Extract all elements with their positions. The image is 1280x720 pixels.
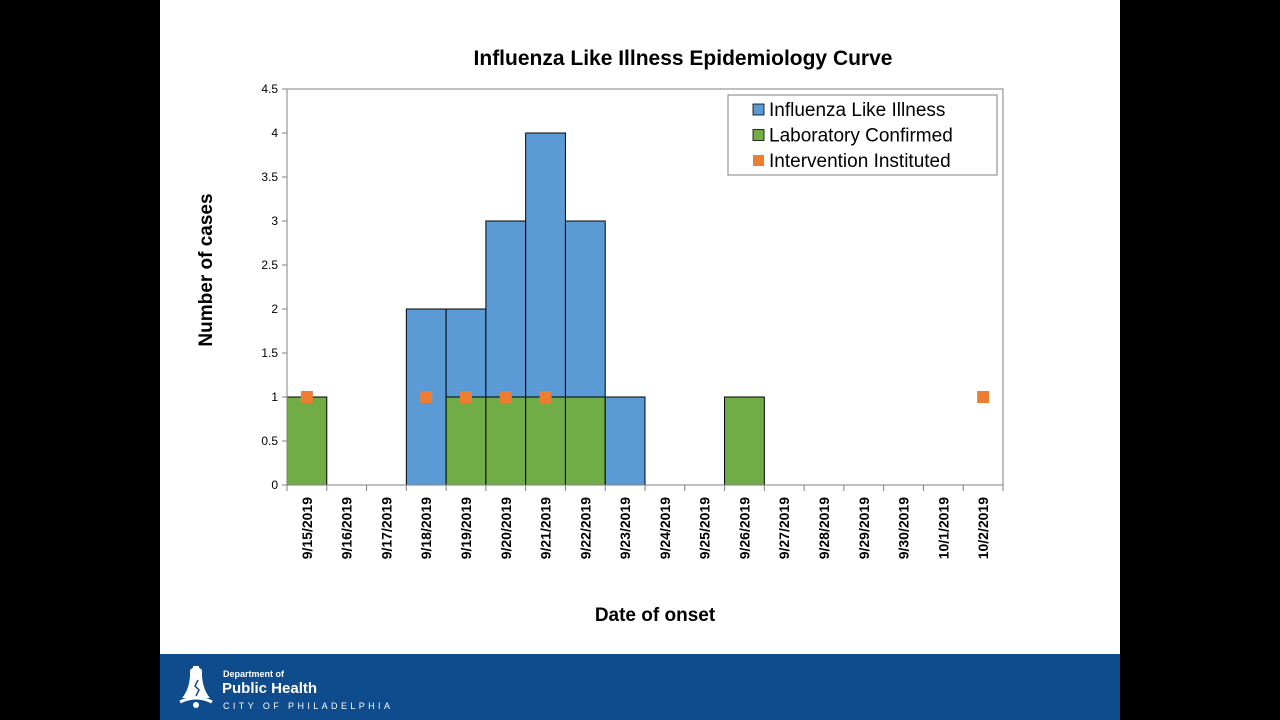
legend-swatch xyxy=(753,155,764,166)
city-label: CITY OF PHILADELPHIA xyxy=(223,701,394,711)
x-tick-label: 9/17/2019 xyxy=(378,497,394,559)
bar-laboratory-confirmed xyxy=(485,396,527,486)
y-tick-label: 4.5 xyxy=(261,82,278,96)
y-tick-label: 1 xyxy=(271,390,278,404)
x-tick-label: 9/18/2019 xyxy=(418,497,434,559)
legend-box xyxy=(727,94,998,176)
bar-laboratory-confirmed xyxy=(286,396,328,486)
bar-laboratory-confirmed xyxy=(564,396,606,486)
y-tick-label: 2 xyxy=(271,302,278,316)
legend: Influenza Like Illness Laboratory Confirm… xyxy=(727,94,998,176)
x-tick-label: 9/15/2019 xyxy=(299,497,315,559)
y-tick-label: 1.5 xyxy=(261,346,278,360)
x-tick-label: 9/29/2019 xyxy=(856,497,872,559)
x-tick-label: 9/16/2019 xyxy=(339,497,355,559)
x-tick-label: 9/20/2019 xyxy=(498,497,514,559)
bar-influenza-like-illness xyxy=(445,308,487,398)
y-tick-label: 4 xyxy=(271,126,278,140)
bar-influenza-like-illness xyxy=(485,220,527,398)
y-axis-label: Number of cases xyxy=(196,193,217,346)
x-tick-label: 9/19/2019 xyxy=(458,497,474,559)
bar-laboratory-confirmed xyxy=(724,396,765,486)
marker-intervention-instituted xyxy=(539,391,552,403)
x-tick-label: 9/28/2019 xyxy=(816,497,832,559)
bar-influenza-like-illness xyxy=(525,132,566,398)
footer-bar: Department of Public Health CITY OF PHIL… xyxy=(160,654,1120,720)
bar-laboratory-confirmed xyxy=(525,396,566,486)
liberty-bell-icon xyxy=(179,666,213,708)
legend-swatch xyxy=(752,103,765,116)
x-tick-label: 9/24/2019 xyxy=(657,497,673,559)
x-tick-label: 9/25/2019 xyxy=(697,497,713,559)
slide: Influenza Like Illness Epidemiology Curv… xyxy=(160,0,1120,720)
x-axis-label: Date of onset xyxy=(595,605,716,626)
legend-swatch xyxy=(752,129,765,141)
epi-curve-chart: Influenza Like Illness Epidemiology Curv… xyxy=(196,47,1004,626)
y-tick-label: 0 xyxy=(271,478,278,492)
marker-intervention-instituted xyxy=(460,391,472,403)
bar-influenza-like-illness xyxy=(564,220,606,398)
bar-influenza-like-illness xyxy=(604,396,646,486)
legend-label: Intervention Instituted xyxy=(769,151,951,172)
marker-intervention-instituted xyxy=(977,391,990,403)
x-tick-label: 9/27/2019 xyxy=(776,497,792,559)
y-tick-label: 0.5 xyxy=(261,434,278,448)
x-tick-label: 10/1/2019 xyxy=(935,497,951,559)
x-tick-label: 9/30/2019 xyxy=(896,497,912,559)
marker-intervention-instituted xyxy=(300,391,313,403)
plot-area: 0 0.5 1 1.5 2 2.5 3 3.5 4 4.5 9/15/2019 9/16/2019 9/… xyxy=(261,82,1004,559)
x-tick-label: 9/21/2019 xyxy=(538,497,554,559)
legend-label: Influenza Like Illness xyxy=(769,100,945,121)
y-tick-label: 3.5 xyxy=(261,170,278,184)
chart-title: Influenza Like Illness Epidemiology Curv… xyxy=(474,47,893,70)
y-tick-label: 3 xyxy=(271,214,278,228)
marker-intervention-instituted xyxy=(420,391,433,403)
bar-laboratory-confirmed xyxy=(445,396,487,486)
y-tick-label: 2.5 xyxy=(261,258,278,272)
public-health-label: Public Health xyxy=(222,680,318,697)
legend-label: Laboratory Confirmed xyxy=(769,126,953,147)
x-tick-label: 10/2/2019 xyxy=(975,497,991,559)
department-label: Department of xyxy=(223,669,285,679)
x-tick-label: 9/23/2019 xyxy=(617,497,633,559)
marker-intervention-instituted xyxy=(499,391,512,403)
x-tick-label: 9/22/2019 xyxy=(577,497,593,559)
x-tick-label: 9/26/2019 xyxy=(736,497,752,559)
